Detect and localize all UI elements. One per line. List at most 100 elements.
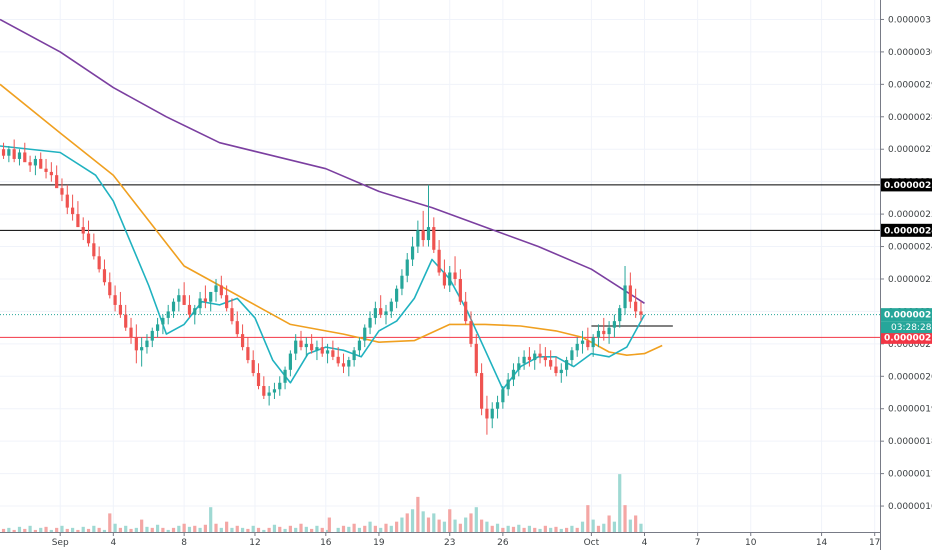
candle [76,201,80,228]
volume-bar [511,526,516,532]
volume-bar [458,523,462,532]
candle-body [294,340,298,354]
volume-bar [39,527,43,532]
candle-body [517,363,521,370]
candle-body [448,272,452,286]
candle-body [7,149,11,156]
candle [543,347,547,367]
candle [288,350,292,377]
price-tick-label: 0.00000170 [888,470,932,480]
volume-bar [474,507,478,532]
candle [86,220,91,247]
candle [522,350,526,370]
volume-bar [464,517,468,532]
volume-bar [634,515,638,532]
price-tick-label: 0.00000310 [888,15,932,25]
volume-bar [240,527,245,532]
volume-bar [327,517,331,532]
candle [586,327,590,351]
candle [426,184,431,247]
volume-bar [357,527,362,532]
candle-body [246,347,250,361]
candle-body [278,382,282,390]
volume-bar [55,527,59,532]
candle-body [495,402,500,409]
volume-bar [363,525,367,532]
time-tick-label: 19 [373,538,385,548]
candle [1,142,6,159]
candle-body [628,285,632,302]
volume-bar [591,519,595,532]
volume-bar [490,525,494,532]
candle-body [86,233,91,244]
volume-bar [272,524,277,532]
level-price-tag-label: 0.00000259 [884,181,932,191]
volume-bar [336,527,340,532]
candle [373,301,377,325]
volume-bar [134,527,138,532]
volume-bar [150,527,154,532]
candle-body [426,227,431,241]
volume-bar [352,523,356,532]
candle [485,395,489,435]
candle [203,285,207,309]
volume-bar [310,528,314,532]
candle [28,155,32,172]
volume-bar [639,523,643,532]
price-tick-label: 0.00000280 [888,113,932,123]
candle [331,340,335,361]
volume-bar [235,525,239,532]
candle-body [549,360,553,367]
candle-body [171,301,176,312]
candle [60,178,64,202]
candle-body [522,356,526,364]
candle-body [17,152,22,159]
candle [501,386,505,409]
candle [246,337,250,364]
volume-bar [7,527,11,532]
candle-body [182,295,186,305]
volume-bar [12,529,16,532]
candle [607,321,611,344]
candle-body [155,324,160,331]
candle [437,240,441,276]
candle [389,298,393,318]
candle [564,356,569,377]
candle-body [490,408,494,419]
candle [124,304,128,331]
candle [310,334,314,354]
candle-body [23,152,27,163]
candle-body [618,308,622,322]
volume-bar [480,519,484,532]
candle [182,282,186,305]
candle [490,402,494,429]
candle [570,347,574,367]
candle-body [283,369,287,383]
candle [187,295,192,318]
candle [453,256,457,286]
candle [575,337,579,357]
volume-bars [1,474,643,532]
volume-bar [1,528,6,532]
candle [251,350,255,377]
candle-body [49,171,53,176]
candle [591,334,595,357]
time-tick-label: 12 [249,538,260,548]
volume-bar [209,507,213,532]
candle-body [166,311,170,318]
moving-average-line [0,83,663,357]
candle-body [410,246,415,260]
candle [166,304,170,325]
candle-body [533,353,537,361]
candle-body [464,301,468,322]
volume-bar [538,528,542,532]
candle-body [623,285,627,309]
time-axis[interactable]: Sep 4 8 12 16 19 23 26 Oct 4 7 10 14 17 [52,532,881,548]
candle [421,210,425,247]
candle-body [331,350,335,357]
candle-body [315,347,319,351]
current-price-tag-bg [881,308,932,322]
volume-bar [618,474,622,532]
candle-body [485,408,489,419]
